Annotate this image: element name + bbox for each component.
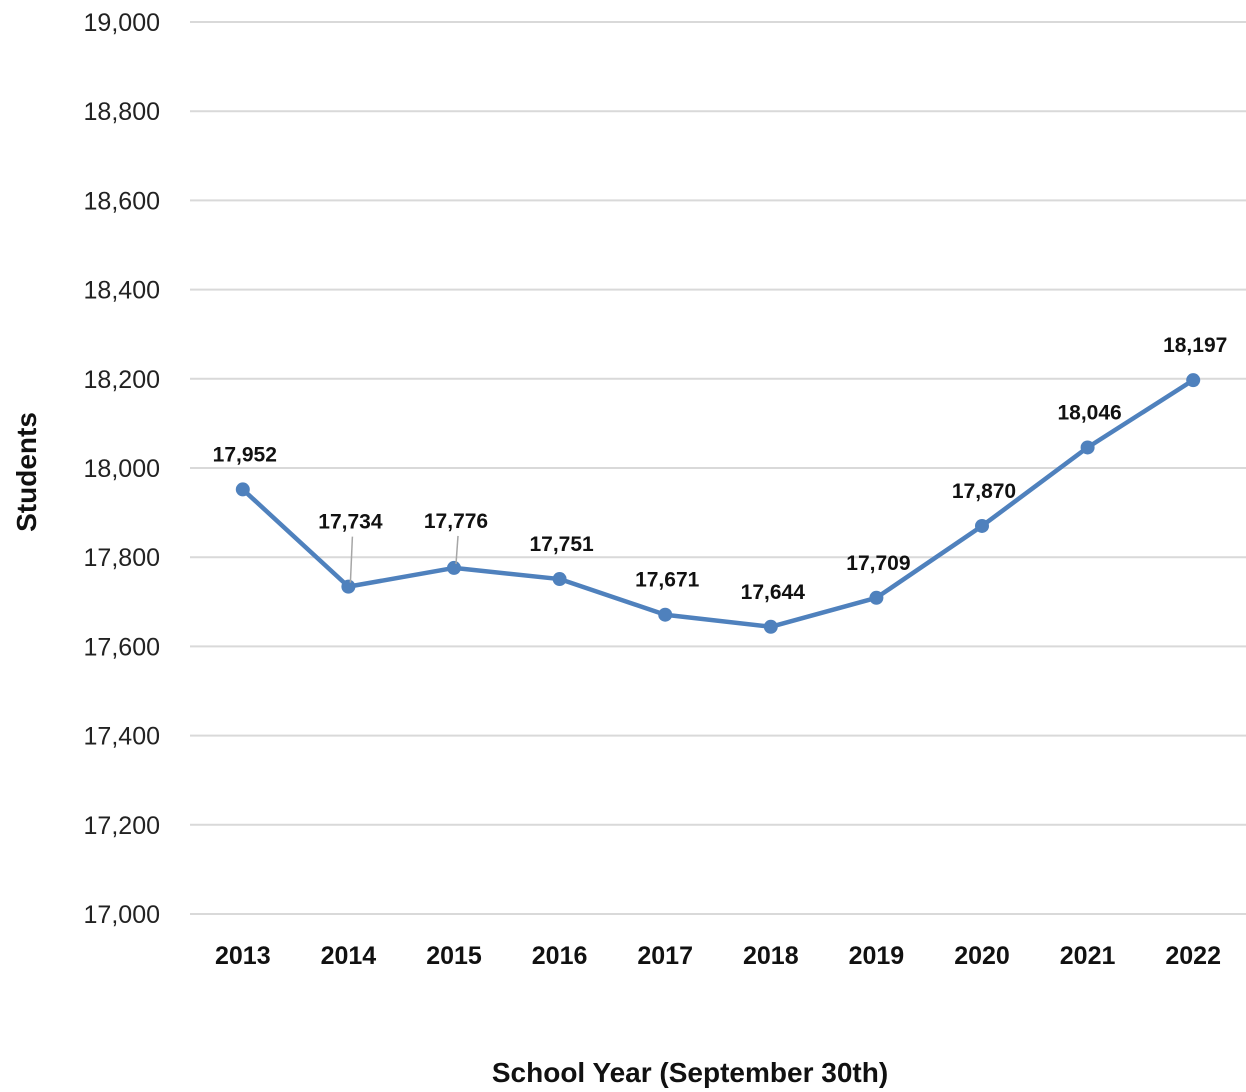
y-tick-label: 18,600	[84, 187, 160, 215]
data-point	[552, 572, 567, 587]
data-point	[447, 560, 461, 575]
x-tick-label: 2017	[637, 942, 693, 970]
data-point	[763, 619, 778, 634]
data-label: 17,671	[635, 569, 700, 592]
x-tick-label: 2019	[849, 942, 905, 970]
data-label: 17,644	[741, 581, 806, 604]
data-point	[341, 579, 356, 594]
x-tick-label: 2022	[1165, 942, 1221, 970]
data-label: 17,709	[846, 552, 910, 575]
y-tick-label: 17,000	[84, 901, 160, 929]
data-point	[975, 518, 989, 533]
x-tick-label: 2021	[1060, 942, 1116, 970]
data-label: 17,776	[424, 510, 488, 533]
y-axis-ticks: 17,000 17,200 17,400 17,600 17,800 18,000 18,2…	[84, 9, 160, 929]
data-label: 18,046	[1057, 401, 1121, 424]
data-label: 18,197	[1163, 334, 1227, 357]
data-point	[235, 482, 250, 497]
series-line	[240, 377, 1196, 630]
data-label: 17,952	[213, 443, 277, 466]
x-tick-label: 2015	[426, 942, 482, 970]
y-tick-label: 18,200	[84, 366, 160, 394]
y-axis-title: Students	[11, 412, 42, 532]
label-leader-line	[349, 536, 354, 583]
data-label: 17,734	[318, 511, 383, 534]
data-point	[869, 590, 884, 605]
x-tick-label: 2018	[743, 942, 799, 970]
x-tick-label: 2014	[321, 942, 377, 970]
y-tick-label: 18,800	[84, 98, 160, 126]
x-tick-label: 2016	[532, 942, 588, 970]
y-tick-label: 17,200	[84, 812, 160, 840]
y-tick-label: 18,400	[84, 277, 160, 305]
data-label: 17,751	[529, 533, 594, 556]
y-tick-label: 18,000	[84, 455, 160, 483]
x-axis-ticks: 2013 2014 2015 2016 2017 2018 2019 2020 2021 2022	[215, 942, 1221, 970]
x-tick-label: 2013	[215, 942, 271, 970]
y-tick-label: 17,800	[84, 544, 160, 572]
y-tick-label: 17,600	[84, 633, 160, 661]
x-axis-title: School Year (September 30th)	[492, 1057, 888, 1088]
gridlines	[190, 21, 1246, 915]
label-leader-line	[455, 535, 459, 564]
data-point	[1186, 373, 1201, 388]
data-labels: 17,952 17,734 17,776 17,751 17,671 17,644 17,7…	[213, 334, 1228, 604]
data-point	[658, 607, 673, 622]
x-tick-label: 2020	[954, 942, 1010, 970]
y-tick-label: 17,400	[84, 723, 160, 751]
data-point	[1080, 440, 1095, 455]
series-enrollment	[235, 373, 1201, 634]
data-label: 17,870	[952, 480, 1016, 503]
y-tick-label: 19,000	[84, 9, 160, 37]
